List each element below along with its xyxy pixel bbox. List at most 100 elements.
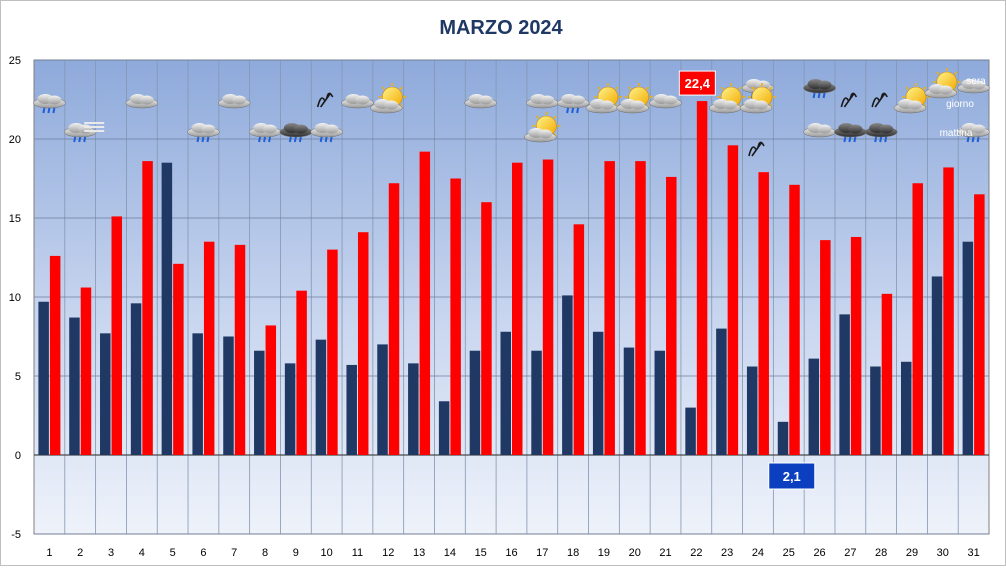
y-axis: -5 0 5 10 15 20 25 [9, 55, 21, 541]
min-temp-bar [685, 407, 696, 455]
rain-drop [83, 136, 87, 143]
min-temp-bar [408, 363, 419, 455]
sun-ray [381, 86, 386, 90]
x-tick-label: 27 [844, 547, 856, 559]
x-axis: 1 2 3 4 5 6 7 8 9 10 11 12 13 14 15 16 17 18 19 20 21 22 23 24 2… [46, 547, 979, 559]
min-temp-bar [592, 331, 604, 455]
x-tick-label: 23 [721, 547, 733, 559]
cloud-part [848, 124, 863, 134]
cloud-rain-icon [957, 123, 990, 143]
min-temp-bar [900, 361, 912, 455]
cloud-part [540, 95, 555, 105]
rain-drop [324, 136, 328, 143]
cloud-group [708, 99, 742, 114]
min-temp-bar [716, 328, 727, 455]
x-tick-label: 30 [937, 547, 949, 559]
cloud-part [78, 124, 93, 134]
min-temp-bar [962, 241, 974, 455]
rain-drop [817, 92, 821, 99]
cloud-rain-icon [187, 123, 220, 143]
rain-drop [42, 107, 46, 114]
max-temp-bar [296, 290, 307, 455]
storm-cloud-icon [803, 79, 836, 99]
min-temp-bar [839, 314, 850, 455]
cloud-group [370, 99, 403, 114]
sun-ray [628, 86, 632, 90]
max-temp-bar [234, 244, 246, 455]
rain-drop [73, 136, 77, 143]
x-tick-label: 21 [659, 547, 671, 559]
y-tick-label: 5 [15, 371, 21, 383]
cloud-part [723, 100, 738, 110]
min-temp-bar [562, 295, 573, 455]
x-tick-label: 12 [382, 547, 394, 559]
min-temp-bar [38, 301, 49, 455]
cloud-rain-icon [556, 94, 590, 114]
rain-drop [571, 107, 575, 114]
x-tick-label: 24 [752, 547, 764, 559]
max-temp-bar [635, 161, 646, 455]
cloud-icon [217, 94, 251, 109]
sun-ray [399, 86, 403, 90]
min-temp-bar [531, 350, 542, 455]
cloud-group [524, 128, 557, 143]
x-tick-label: 3 [108, 547, 114, 559]
x-tick-label: 11 [352, 547, 363, 559]
cloud-part [571, 95, 586, 105]
sun-ray [615, 86, 619, 90]
rain-drop [566, 107, 570, 114]
sun-ray [769, 86, 773, 90]
rain-drop [78, 136, 82, 143]
min-temp-bar [746, 366, 758, 455]
cloud-part [324, 124, 339, 134]
time-of-day-legend: sera giorno mattina [940, 76, 987, 139]
rain-drop [196, 136, 200, 143]
chart-title: MARZO 2024 [439, 17, 563, 39]
min-temp-bar [654, 350, 666, 455]
storm-cloud-icon [279, 123, 313, 143]
sun-ray [597, 86, 601, 90]
min-temp-bar [623, 347, 635, 455]
rain-drop [874, 136, 878, 143]
annotations: 22,4 2,1 [678, 70, 816, 490]
data-label-box [678, 70, 716, 96]
max-temp-bar [173, 263, 184, 455]
max-temp-bar [542, 159, 554, 456]
cloud-group [585, 99, 619, 114]
data-label-22: 22,4 [678, 70, 716, 96]
cloud-icon [464, 94, 497, 109]
max-temp-bar [450, 178, 461, 455]
x-tick-label: 14 [444, 547, 456, 559]
max-temp-bar [142, 161, 153, 455]
cloud-part [599, 100, 614, 110]
rain-drop [976, 136, 980, 143]
bars [38, 101, 985, 456]
data-label-text: 2,1 [783, 469, 801, 484]
max-temp-bar [265, 325, 277, 455]
sun-ray [645, 86, 650, 90]
sun-ray [535, 115, 540, 119]
sun-ray [936, 71, 940, 75]
x-tick-label: 17 [536, 547, 548, 559]
x-tick-label: 22 [690, 547, 702, 559]
x-tick-label: 9 [293, 547, 299, 559]
cloud-group [739, 99, 773, 114]
x-tick-label: 29 [906, 547, 918, 559]
storm-cloud-icon [834, 123, 867, 143]
sun-cloud-icon [585, 83, 622, 114]
x-tick-label: 4 [139, 547, 145, 559]
cloud-icon [125, 94, 159, 109]
cloud-part [47, 95, 62, 105]
legend-evening: sera [966, 76, 986, 87]
wind-icon [748, 141, 765, 157]
rain-drop [298, 136, 302, 143]
wind-stroke [871, 92, 888, 108]
sun-ray [905, 86, 909, 90]
cloud-part [971, 80, 986, 90]
max-temp-bar [481, 202, 492, 455]
min-temp-bar [777, 421, 789, 455]
max-temp-bar [388, 183, 400, 456]
cloud-part [753, 100, 768, 110]
cloud-part [879, 124, 894, 134]
